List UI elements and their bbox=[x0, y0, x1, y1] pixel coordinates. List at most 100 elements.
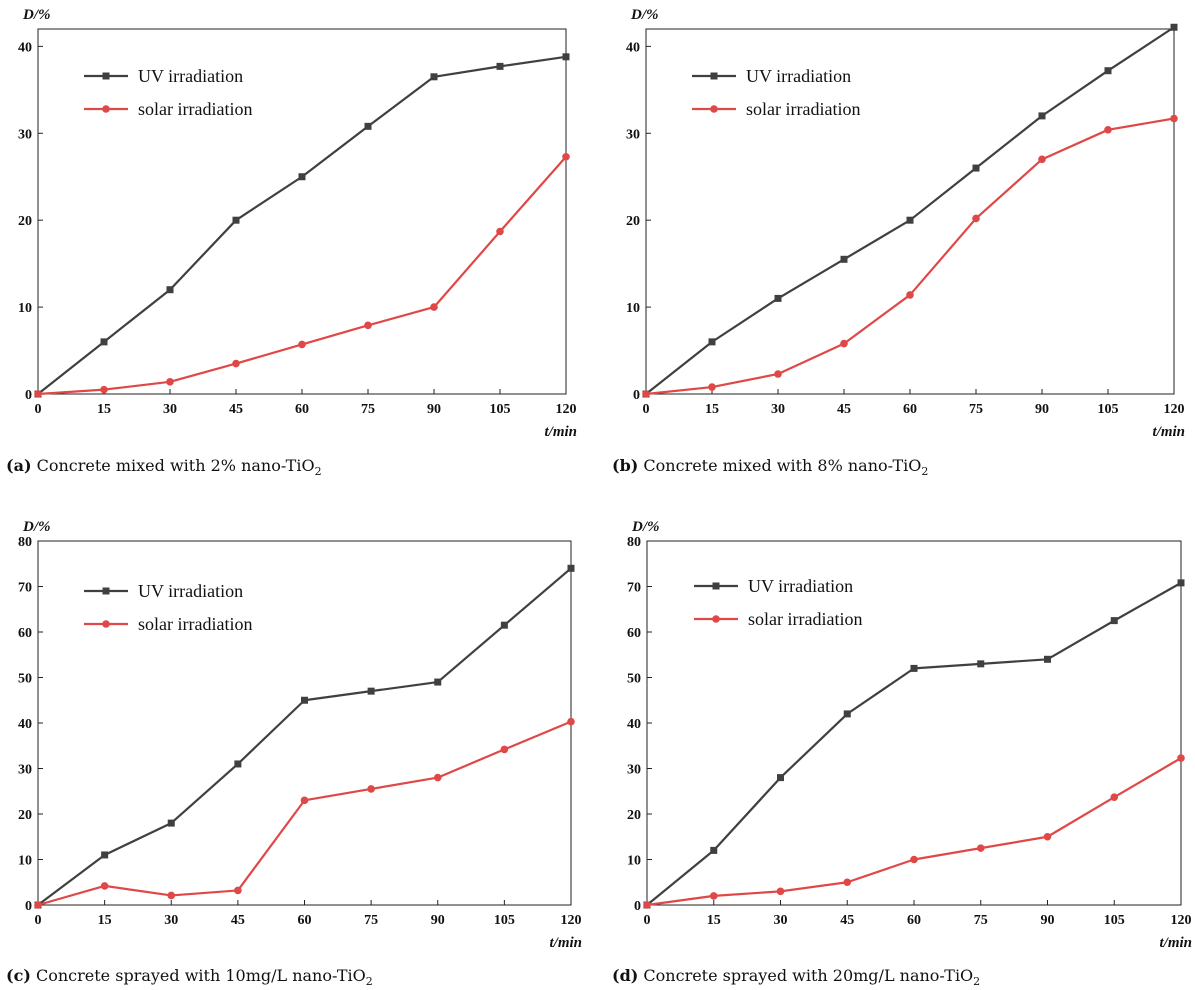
y-tick-label: 10 bbox=[626, 301, 640, 316]
y-tick-label: 30 bbox=[627, 763, 641, 778]
caption-text: Concrete mixed with 2% nano-TiO bbox=[36, 456, 315, 475]
data-point bbox=[977, 660, 985, 668]
caption-subscript: 2 bbox=[973, 975, 981, 989]
caption-c: (c) Concrete sprayed with 10mg/L nano-Ti… bbox=[6, 966, 373, 988]
x-tick-label: 105 bbox=[1098, 402, 1119, 417]
x-tick-label: 30 bbox=[774, 913, 788, 928]
x-tick-label: 30 bbox=[164, 913, 178, 928]
data-point bbox=[1038, 155, 1046, 164]
y-tick-label: 0 bbox=[633, 388, 640, 403]
data-point bbox=[1104, 126, 1112, 134]
data-point bbox=[976, 844, 985, 852]
data-point bbox=[434, 678, 442, 686]
legend-label: UV irradiation bbox=[746, 66, 851, 86]
x-tick-label: 90 bbox=[427, 402, 441, 417]
y-tick-label: 60 bbox=[627, 626, 641, 641]
data-point bbox=[1043, 832, 1052, 841]
chart-panel-a: 0 15 30 45 60 75 90 105 120 0 10 20 30 40 D/% t/min UV i… bbox=[18, 7, 577, 440]
data-point bbox=[843, 710, 851, 718]
caption-letter: (a) bbox=[6, 456, 32, 475]
data-point bbox=[496, 62, 504, 70]
y-tick-label: 50 bbox=[18, 672, 32, 687]
data-point bbox=[34, 390, 42, 398]
x-tick-label: 120 bbox=[1171, 913, 1192, 928]
data-point bbox=[167, 891, 176, 900]
data-point bbox=[298, 340, 306, 349]
caption-a: (a) Concrete mixed with 2% nano-TiO2 bbox=[6, 456, 322, 478]
x-tick-label: 15 bbox=[707, 913, 721, 928]
x-tick-label: 15 bbox=[98, 913, 112, 928]
x-axis-label: t/min bbox=[1152, 424, 1185, 440]
data-point bbox=[234, 886, 242, 895]
x-tick-label: 45 bbox=[837, 402, 851, 417]
caption-letter: (b) bbox=[612, 456, 639, 475]
x-tick-label: 15 bbox=[705, 402, 719, 417]
y-tick-label: 80 bbox=[627, 535, 641, 550]
data-point bbox=[562, 53, 570, 61]
x-axis-label: t/min bbox=[544, 424, 577, 440]
data-point bbox=[234, 760, 242, 768]
y-tick-label: 20 bbox=[18, 214, 32, 229]
caption-letter: (d) bbox=[612, 966, 639, 985]
data-point bbox=[708, 383, 716, 391]
plot-frame bbox=[645, 28, 1175, 395]
caption-letter: (c) bbox=[6, 966, 31, 985]
data-point bbox=[840, 255, 848, 263]
data-point bbox=[232, 359, 240, 368]
data-point bbox=[34, 901, 42, 909]
legend-marker bbox=[102, 105, 110, 113]
x-tick-label: 120 bbox=[1164, 402, 1185, 417]
y-tick-label: 40 bbox=[627, 717, 641, 732]
data-point bbox=[1044, 655, 1051, 663]
data-point bbox=[972, 214, 980, 223]
legend-marker bbox=[102, 72, 110, 80]
data-point bbox=[777, 774, 784, 782]
data-point bbox=[972, 164, 980, 172]
data-point bbox=[906, 216, 914, 224]
x-tick-label: 120 bbox=[561, 913, 582, 928]
y-tick-label: 80 bbox=[18, 535, 32, 550]
x-tick-label: 30 bbox=[771, 402, 785, 417]
data-point bbox=[364, 321, 372, 330]
x-tick-label: 0 bbox=[35, 402, 42, 417]
data-point bbox=[100, 385, 108, 394]
series-line-solar bbox=[37, 720, 572, 907]
data-point bbox=[1110, 793, 1119, 801]
legend-marker bbox=[712, 582, 720, 590]
x-tick-label: 45 bbox=[229, 402, 243, 417]
y-tick-label: 40 bbox=[626, 40, 640, 55]
x-tick-label: 105 bbox=[494, 913, 515, 928]
x-axis-label: t/min bbox=[1159, 935, 1192, 951]
y-tick-label: 20 bbox=[626, 214, 640, 229]
y-tick-label: 60 bbox=[18, 626, 32, 641]
x-tick-label: 30 bbox=[163, 402, 177, 417]
data-point bbox=[166, 378, 174, 386]
x-tick-label: 75 bbox=[974, 913, 988, 928]
data-point bbox=[910, 855, 918, 864]
y-axis-label: D/% bbox=[22, 7, 51, 23]
data-point bbox=[1110, 617, 1118, 625]
x-tick-label: 75 bbox=[969, 402, 983, 417]
series-line-solar bbox=[646, 757, 1182, 907]
x-tick-label: 105 bbox=[490, 402, 511, 417]
x-tick-label: 0 bbox=[643, 402, 650, 417]
x-tick-label: 60 bbox=[907, 913, 921, 928]
x-tick-label: 60 bbox=[298, 913, 312, 928]
series-line-uv bbox=[645, 26, 1175, 395]
data-point bbox=[500, 745, 509, 754]
data-point bbox=[1177, 579, 1185, 587]
data-point bbox=[776, 887, 785, 896]
x-tick-label: 45 bbox=[231, 913, 245, 928]
x-tick-label: 0 bbox=[644, 913, 651, 928]
caption-text: Concrete sprayed with 10mg/L nano-TiO bbox=[35, 966, 366, 985]
chart-panel-c: 0 15 30 45 60 75 90 105 120 0 10 20 30 40 50 60 70 80D/% t… bbox=[18, 519, 582, 951]
legend-label: solar irradiation bbox=[748, 609, 862, 629]
data-point bbox=[301, 696, 308, 704]
y-tick-label: 30 bbox=[626, 127, 640, 142]
data-point bbox=[496, 227, 504, 236]
data-point bbox=[232, 216, 240, 224]
x-tick-label: 60 bbox=[295, 402, 309, 417]
legend-label: UV irradiation bbox=[138, 66, 243, 86]
x-tick-label: 90 bbox=[1035, 402, 1049, 417]
